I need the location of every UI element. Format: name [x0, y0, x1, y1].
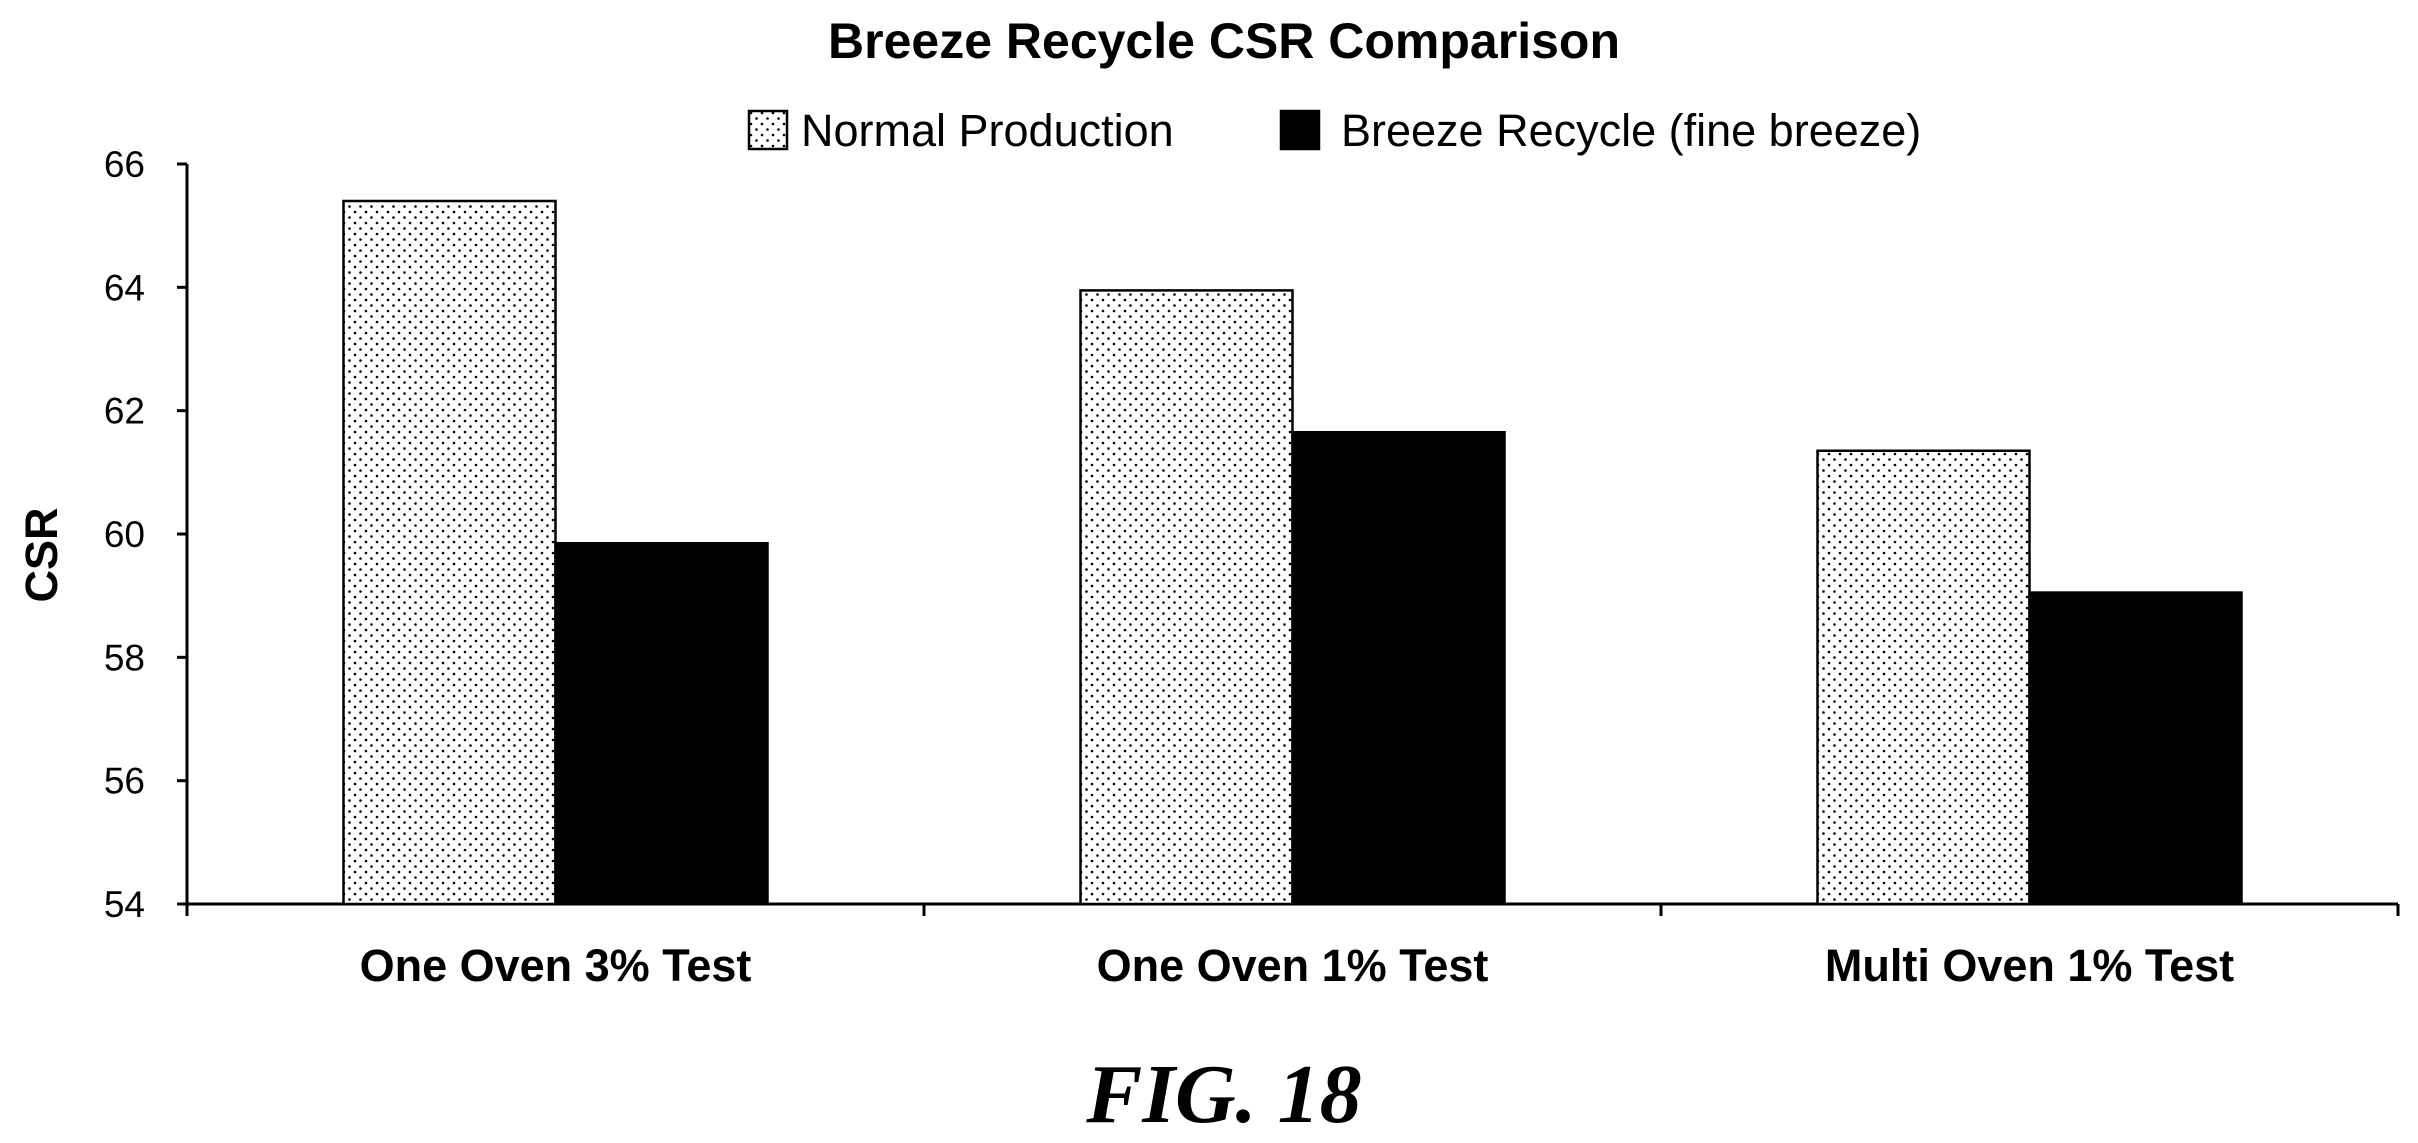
y-tick-label: 66: [104, 144, 145, 185]
x-tick-label: Multi Oven 1% Test: [1825, 940, 2234, 991]
legend: Normal Production Breeze Recycle (fine br…: [747, 105, 1921, 156]
legend-label: Normal Production: [801, 105, 1174, 156]
y-tick-label: 62: [104, 391, 145, 432]
y-tick-label: 56: [104, 761, 145, 802]
bar-normal-production: [342, 199, 557, 906]
bars: [342, 199, 2243, 906]
x-axis: One Oven 3% Test One Oven 1% Test Multi Ov…: [185, 902, 2400, 991]
x-tick-label: One Oven 1% Test: [1097, 940, 1489, 991]
legend-label: Breeze Recycle (fine breeze): [1341, 105, 1921, 156]
y-tick-label: 54: [104, 884, 145, 925]
bar-breeze-recycle: [2028, 591, 2243, 906]
legend-swatch: [1279, 109, 1321, 151]
y-tick-label: 58: [104, 637, 145, 678]
y-tick-label: 64: [104, 267, 145, 308]
y-axis: 54 56 58 60 62 64 66: [104, 144, 189, 925]
y-axis-label: CSR: [16, 507, 67, 602]
chart-title: Breeze Recycle CSR Comparison: [828, 13, 1620, 69]
bar-normal-production: [1079, 289, 1294, 906]
figure-caption: FIG. 18: [1085, 1048, 1361, 1141]
y-tick-label: 60: [104, 514, 145, 555]
x-tick-label: One Oven 3% Test: [360, 940, 752, 991]
bar-breeze-recycle: [1291, 431, 1506, 906]
bar-normal-production: [1816, 449, 2031, 906]
legend-swatch: [747, 109, 789, 151]
bar-breeze-recycle: [554, 542, 769, 906]
